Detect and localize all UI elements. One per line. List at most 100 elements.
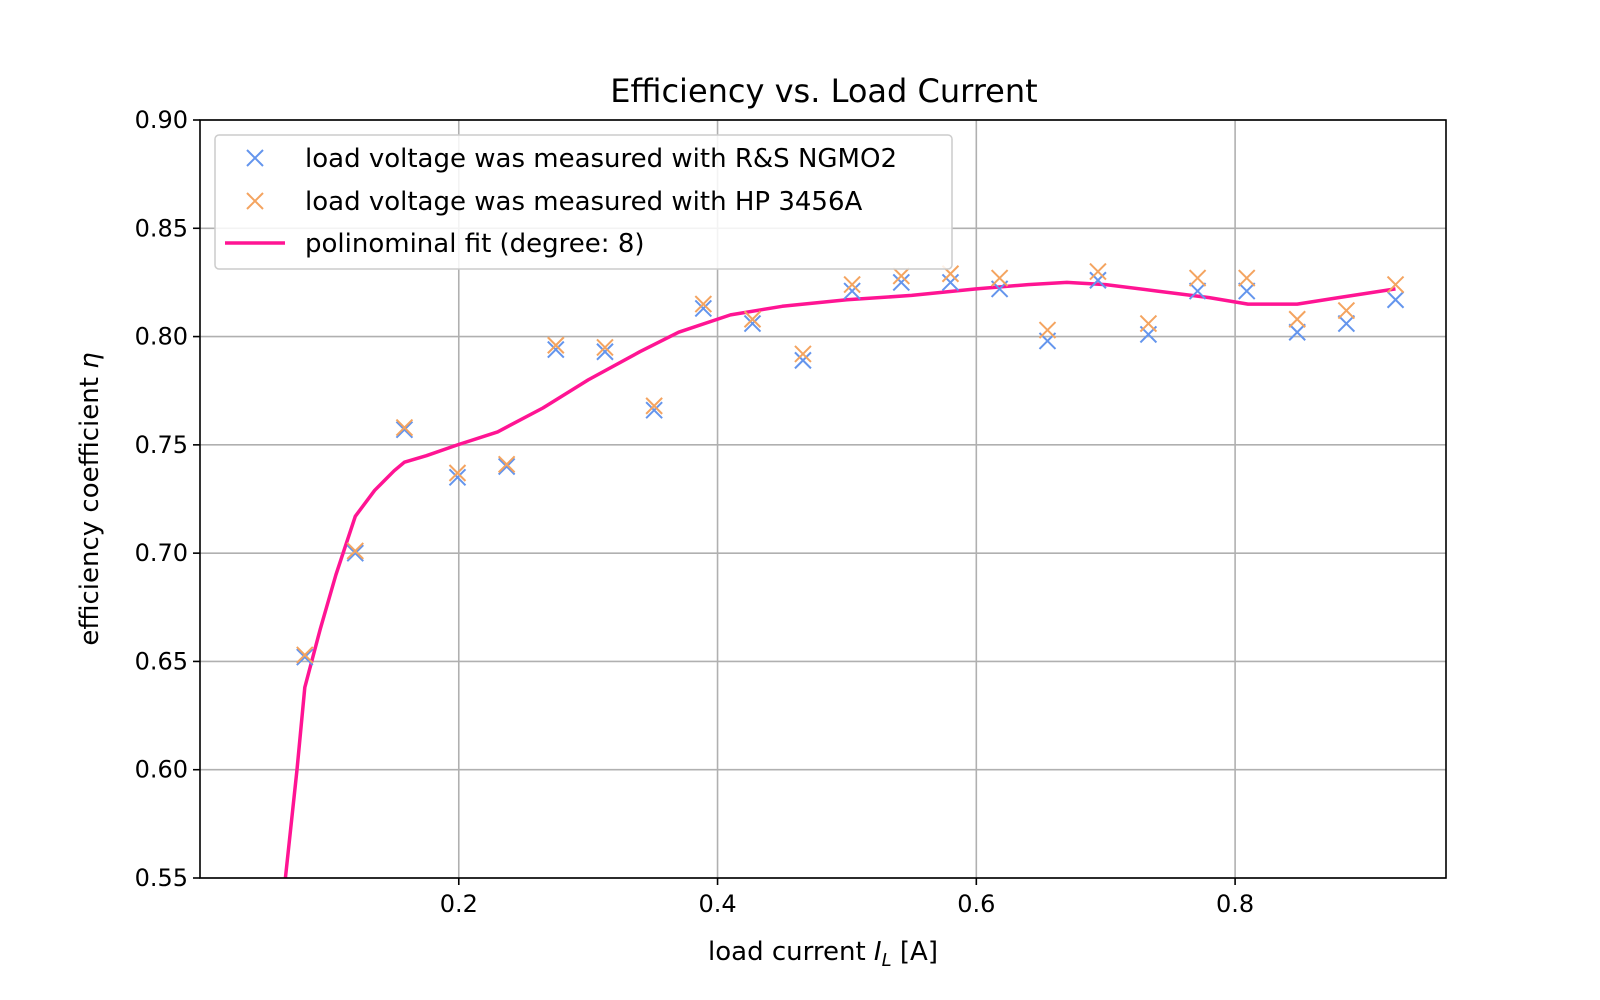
marker-stroke bbox=[1038, 321, 1057, 339]
marker-stroke bbox=[346, 542, 364, 560]
marker-stroke bbox=[497, 455, 516, 474]
data-point-hp3456a bbox=[990, 269, 1009, 287]
y-axis-label: efficiency coefficient η bbox=[75, 352, 105, 645]
data-point-hp3456a bbox=[794, 345, 812, 363]
marker-stroke bbox=[794, 351, 812, 370]
data-point-hp3456a bbox=[1337, 301, 1356, 320]
y-tick-label: 0.80 bbox=[135, 323, 188, 351]
marker-stroke bbox=[1288, 310, 1306, 328]
marker-stroke bbox=[941, 273, 960, 292]
marker-stroke bbox=[596, 338, 614, 357]
marker-stroke bbox=[645, 397, 663, 415]
data-point-hp3456a bbox=[1386, 275, 1405, 294]
marker-stroke bbox=[645, 401, 663, 419]
data-point-hp3456a bbox=[1139, 314, 1158, 333]
marker-stroke bbox=[941, 265, 960, 283]
legend-box bbox=[214, 134, 953, 270]
marker-stroke bbox=[1089, 271, 1107, 289]
marker-stroke bbox=[892, 273, 910, 292]
data-point-ngmo2 bbox=[694, 299, 713, 318]
y-tick-label: 0.70 bbox=[135, 539, 188, 567]
marker-stroke bbox=[743, 310, 762, 328]
axis-ticks: 0.2 0.4 0.6 0.8 0.55 0.60 0.65 0.70 0.75 0.80 0.85… bbox=[135, 106, 1255, 918]
data-point-ngmo2 bbox=[1089, 271, 1107, 289]
marker-stroke bbox=[990, 269, 1009, 287]
marker-stroke bbox=[296, 646, 314, 664]
legend-marker-x bbox=[246, 192, 264, 210]
marker-stroke bbox=[794, 345, 812, 363]
marker-stroke bbox=[1089, 262, 1107, 281]
legend-marker-x bbox=[246, 149, 264, 167]
data-point-ngmo2 bbox=[892, 273, 910, 292]
data-point-ngmo2 bbox=[448, 468, 467, 487]
marker-stroke bbox=[1139, 314, 1158, 333]
data-point-ngmo2 bbox=[1238, 282, 1256, 300]
data-point-ngmo2 bbox=[497, 457, 516, 476]
data-point-hp3456a bbox=[1188, 269, 1207, 287]
marker-stroke bbox=[843, 275, 861, 294]
marker-stroke bbox=[1238, 282, 1256, 300]
data-point-ngmo2 bbox=[1386, 291, 1405, 309]
data-point-ngmo2 bbox=[1288, 323, 1306, 341]
fit-line bbox=[283, 280, 1396, 879]
data-point-ngmo2 bbox=[346, 544, 364, 562]
data-point-hp3456a bbox=[1038, 321, 1057, 339]
x-tick-label: 0.8 bbox=[1216, 890, 1254, 918]
data-point-hp3456a bbox=[694, 295, 713, 313]
data-point-ngmo2 bbox=[1188, 282, 1207, 300]
marker-stroke bbox=[596, 343, 614, 361]
marker-stroke bbox=[448, 464, 467, 482]
x-tick-label: 0.6 bbox=[957, 890, 995, 918]
y-tick-label: 0.75 bbox=[135, 431, 188, 459]
data-point-ngmo2 bbox=[395, 420, 414, 439]
fit-line-layer bbox=[283, 280, 1396, 879]
legend: load voltage was measured with R&S NGMO2… bbox=[214, 134, 953, 270]
data-point-hp3456a bbox=[843, 275, 861, 294]
data-point-hp3456a bbox=[395, 418, 414, 437]
marker-stroke bbox=[346, 544, 364, 562]
marker-stroke bbox=[448, 468, 467, 487]
chart-title: Efficiency vs. Load Current bbox=[610, 72, 1037, 110]
marker-stroke bbox=[1337, 301, 1356, 320]
marker-stroke bbox=[1238, 269, 1256, 287]
marker-stroke bbox=[694, 299, 713, 318]
legend-label-ngmo2: load voltage was measured with R&S NGMO2 bbox=[305, 144, 897, 174]
legend-marker-ngmo2 bbox=[246, 149, 264, 167]
marker-stroke bbox=[547, 336, 565, 354]
data-point-ngmo2 bbox=[547, 340, 565, 359]
data-point-ngmo2 bbox=[296, 648, 314, 666]
marker-stroke bbox=[843, 282, 861, 300]
data-point-hp3456a bbox=[645, 397, 663, 415]
y-tick-label: 0.60 bbox=[135, 756, 188, 784]
data-point-hp3456a bbox=[346, 542, 364, 560]
data-point-hp3456a bbox=[596, 338, 614, 357]
y-tick-label: 0.85 bbox=[135, 214, 188, 242]
data-point-hp3456a bbox=[743, 310, 762, 328]
marker-stroke bbox=[246, 149, 264, 167]
marker-stroke bbox=[1386, 275, 1405, 294]
marker-stroke bbox=[1386, 291, 1405, 309]
marker-stroke bbox=[395, 420, 414, 439]
data-point-hp3456a bbox=[1288, 310, 1306, 328]
marker-stroke bbox=[743, 314, 762, 333]
marker-stroke bbox=[694, 295, 713, 313]
data-point-hp3456a bbox=[497, 455, 516, 474]
data-point-hp3456a bbox=[547, 336, 565, 354]
marker-stroke bbox=[1188, 269, 1207, 287]
data-point-ngmo2 bbox=[743, 314, 762, 333]
marker-stroke bbox=[296, 648, 314, 666]
legend-marker-hp3456a bbox=[246, 192, 264, 210]
y-tick-label: 0.90 bbox=[135, 106, 188, 134]
marker-stroke bbox=[246, 192, 264, 210]
legend-label-fit: polinominal fit (degree: 8) bbox=[305, 229, 645, 259]
x-axis-label: load current IL [A] bbox=[708, 937, 938, 971]
data-point-ngmo2 bbox=[1337, 314, 1356, 333]
marker-stroke bbox=[395, 418, 414, 437]
marker-stroke bbox=[1188, 282, 1207, 300]
marker-stroke bbox=[497, 457, 516, 476]
marker-stroke bbox=[1337, 314, 1356, 333]
plot-frame bbox=[199, 119, 1447, 879]
x-tick-label: 0.4 bbox=[698, 890, 736, 918]
data-point-ngmo2 bbox=[941, 273, 960, 292]
